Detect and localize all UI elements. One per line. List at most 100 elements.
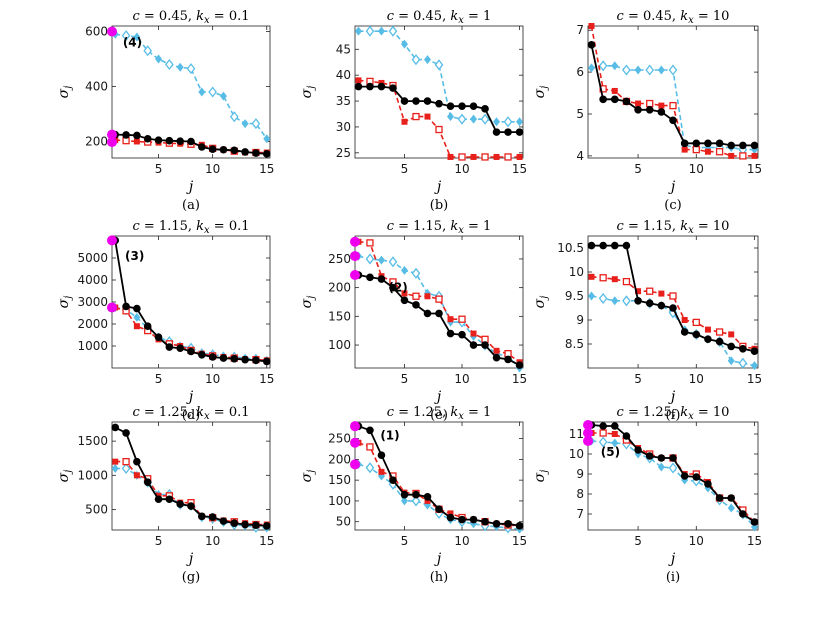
data-point-black	[739, 345, 747, 353]
data-point-blue	[411, 267, 421, 279]
data-point-red	[355, 77, 362, 84]
y-tick-label: 10.5	[557, 241, 584, 255]
data-point-blue	[434, 59, 444, 71]
data-point-red	[412, 292, 420, 300]
y-tick-label: 30	[336, 120, 351, 134]
data-point-black	[622, 432, 631, 440]
y-tick-label: 8.5	[565, 337, 584, 351]
data-point-black	[133, 304, 141, 313]
data-point-black	[622, 241, 631, 250]
data-point-red	[516, 153, 523, 160]
data-point-black	[504, 128, 512, 136]
x-tick-label: 10	[454, 534, 469, 548]
data-point-black	[252, 149, 260, 157]
data-point-black	[262, 357, 271, 366]
data-point-black	[165, 136, 174, 145]
y-tick-label: 7	[576, 507, 584, 521]
annotation-label: (1)	[380, 428, 399, 442]
data-point-black	[750, 518, 759, 526]
data-point-black	[230, 354, 239, 363]
y-tick-label: 11	[569, 427, 584, 441]
data-point-black	[389, 476, 397, 484]
data-point-red	[504, 153, 512, 161]
x-axis-label: j	[668, 389, 676, 405]
data-point-red	[692, 318, 700, 327]
data-point-red	[366, 239, 374, 247]
y-tick-label: 200	[328, 452, 351, 466]
y-tick-label: 100	[328, 338, 351, 352]
data-point-blue	[611, 61, 619, 71]
data-point-blue	[611, 296, 619, 306]
x-tick-label: 5	[155, 534, 163, 548]
data-point-black	[219, 354, 228, 362]
data-point-red	[447, 510, 454, 517]
data-point-blue	[219, 91, 227, 101]
data-point-blue	[470, 114, 478, 124]
x-tick-label: 15	[747, 534, 762, 548]
subplot-title: c = 0.45, kx = 1	[387, 9, 492, 26]
subplot-c: c = 0.45, kx = 10 5 10 15 4 5 6 7 j σj (c)	[532, 9, 762, 213]
data-point-black	[680, 328, 689, 336]
data-point-blue	[143, 45, 153, 57]
x-tick-label: 5	[401, 534, 409, 548]
y-tick-label: 9	[576, 313, 584, 327]
data-point-blue	[198, 87, 206, 97]
data-point-black	[133, 131, 141, 140]
data-point-red	[412, 112, 420, 121]
data-point-black	[469, 515, 478, 524]
subplot-b: c = 0.45, kx = 1 5 10 15 25 30 35 40 45 j σj (b)	[299, 9, 527, 213]
data-point-blue	[611, 438, 619, 448]
y-tick-label: 7	[576, 23, 584, 37]
data-point-blue	[133, 32, 141, 42]
axes-box	[111, 25, 271, 159]
data-point-blue	[365, 25, 375, 37]
data-point-black	[610, 241, 619, 250]
x-tick-label: 10	[454, 162, 469, 176]
data-point-blue	[727, 503, 735, 513]
series-line-red	[115, 460, 267, 526]
data-point-red	[658, 102, 665, 109]
highlight-point	[350, 236, 360, 247]
y-axis-label: σj	[532, 86, 550, 99]
series-line-red	[358, 240, 520, 363]
data-point-black	[435, 309, 443, 318]
x-axis-label: j	[668, 179, 676, 195]
data-point-red	[588, 273, 595, 280]
highlight-point	[107, 235, 117, 246]
data-point-black	[377, 451, 386, 460]
data-point-black	[111, 423, 120, 432]
x-tick-label: 5	[155, 162, 163, 176]
data-point-black	[669, 454, 677, 462]
data-point-black	[354, 82, 363, 91]
data-point-black	[198, 351, 206, 359]
axes-box	[354, 235, 524, 369]
x-tick-label: 5	[155, 372, 163, 386]
x-axis-label: j	[434, 551, 442, 567]
y-axis-label: σj	[56, 470, 74, 483]
data-point-black	[176, 137, 184, 146]
y-tick-label: 600	[85, 25, 108, 39]
subplot-title: c = 1.25, kx = 0.1	[132, 405, 249, 422]
data-point-red	[704, 326, 711, 333]
data-point-blue	[121, 30, 131, 42]
data-point-black	[469, 102, 478, 111]
data-point-red	[133, 138, 140, 145]
data-point-red	[424, 497, 431, 504]
data-point-blue	[668, 64, 678, 76]
data-point-blue	[365, 462, 375, 474]
subplot-a: c = 0.45, kx = 0.1 5 10 15 200 400 600 j σj (a) (4…	[56, 9, 274, 213]
data-point-red	[122, 457, 130, 466]
data-point-black	[262, 150, 271, 158]
data-point-red	[112, 458, 119, 465]
data-point-black	[446, 513, 455, 522]
data-point-black	[515, 522, 524, 530]
data-point-red	[447, 153, 454, 160]
data-point-red	[622, 277, 631, 286]
data-point-red	[692, 145, 700, 154]
y-tick-label: 250	[328, 252, 351, 266]
data-point-black	[669, 304, 677, 312]
data-point-black	[622, 97, 631, 106]
data-point-black	[634, 297, 642, 305]
data-point-red	[704, 148, 711, 155]
x-tick-label: 15	[259, 372, 274, 386]
